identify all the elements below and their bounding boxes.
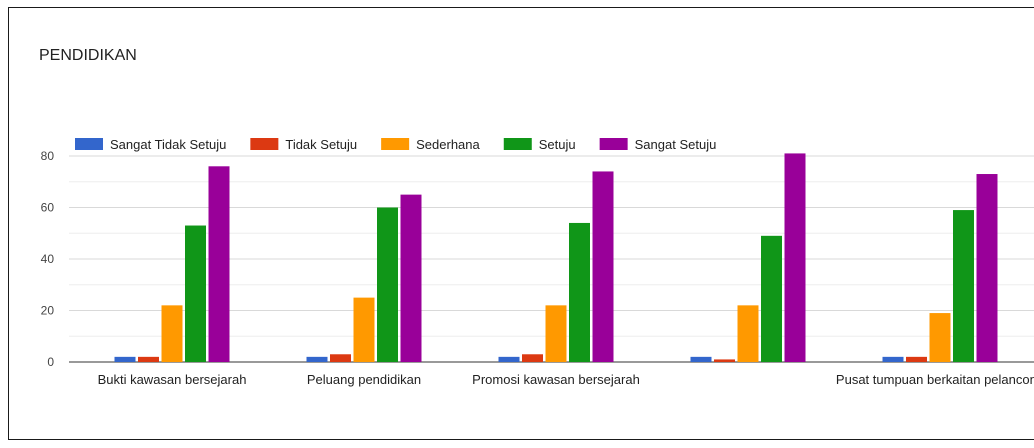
legend-label: Tidak Setuju [285,137,357,152]
legend-item[interactable]: Sangat Tidak Setuju [75,137,226,152]
bar[interactable] [377,207,398,363]
bar[interactable] [906,356,927,362]
legend-swatch [250,138,279,150]
x-tick-label: Promosi kawasan bersejarah [472,372,640,387]
bar[interactable] [161,305,183,362]
y-tick-label: 0 [47,355,54,369]
bar[interactable] [330,354,351,362]
bars [114,153,998,363]
bar[interactable] [569,222,590,362]
bar[interactable] [545,305,567,362]
x-axis-labels: Bukti kawasan bersejarah Peluang pendidik… [98,372,1034,387]
bar[interactable] [114,356,136,362]
legend-item[interactable]: Tidak Setuju [250,137,357,152]
legend-item[interactable]: Sangat Setuju [599,137,717,152]
y-tick-label: 60 [41,201,55,215]
legend-swatch [381,138,410,150]
bar-chart: PENDIDIKAN 0 20 40 60 80 Bukti kawasan berse… [39,47,1034,387]
y-tick-label: 80 [41,149,55,163]
bar[interactable] [208,166,230,362]
bar[interactable] [976,174,998,362]
y-tick-label: 20 [41,304,55,318]
bar[interactable] [929,313,951,362]
bar[interactable] [522,354,543,362]
chart-title: PENDIDIKAN [39,47,137,64]
legend-swatch [75,138,103,150]
legend-item[interactable]: Setuju [503,137,576,152]
x-tick-label: Bukti kawasan bersejarah [98,372,247,387]
bar[interactable] [498,356,520,362]
bar[interactable] [400,194,422,362]
legend-swatch [599,138,628,150]
x-tick-label: Pusat tumpuan berkaitan pelancong [836,372,1034,387]
legend-swatch [503,138,532,150]
legend-item[interactable]: Sederhana [381,137,481,152]
bar[interactable] [761,235,782,362]
bar[interactable] [714,359,735,362]
bar[interactable] [185,225,206,362]
bar[interactable] [690,356,712,362]
y-tick-label: 40 [41,252,55,266]
legend-label: Setuju [539,137,576,152]
bar[interactable] [737,305,759,362]
bar[interactable] [353,297,375,362]
chart-card: PENDIDIKAN 0 20 40 60 80 Bukti kawasan berse… [8,7,1034,440]
bar[interactable] [592,171,614,362]
bar[interactable] [306,356,328,362]
legend[interactable]: Sangat Tidak Setuju Tidak Setuju Sederhana… [75,137,716,152]
legend-label: Sangat Setuju [635,137,717,152]
legend-label: Sangat Tidak Setuju [110,137,226,152]
legend-label: Sederhana [416,137,480,152]
x-tick-label: Peluang pendidikan [307,372,421,387]
bar[interactable] [784,153,806,362]
y-axis-ticks: 0 20 40 60 80 [41,149,55,369]
bar[interactable] [882,356,904,362]
bar[interactable] [138,356,159,362]
bar[interactable] [953,210,974,362]
